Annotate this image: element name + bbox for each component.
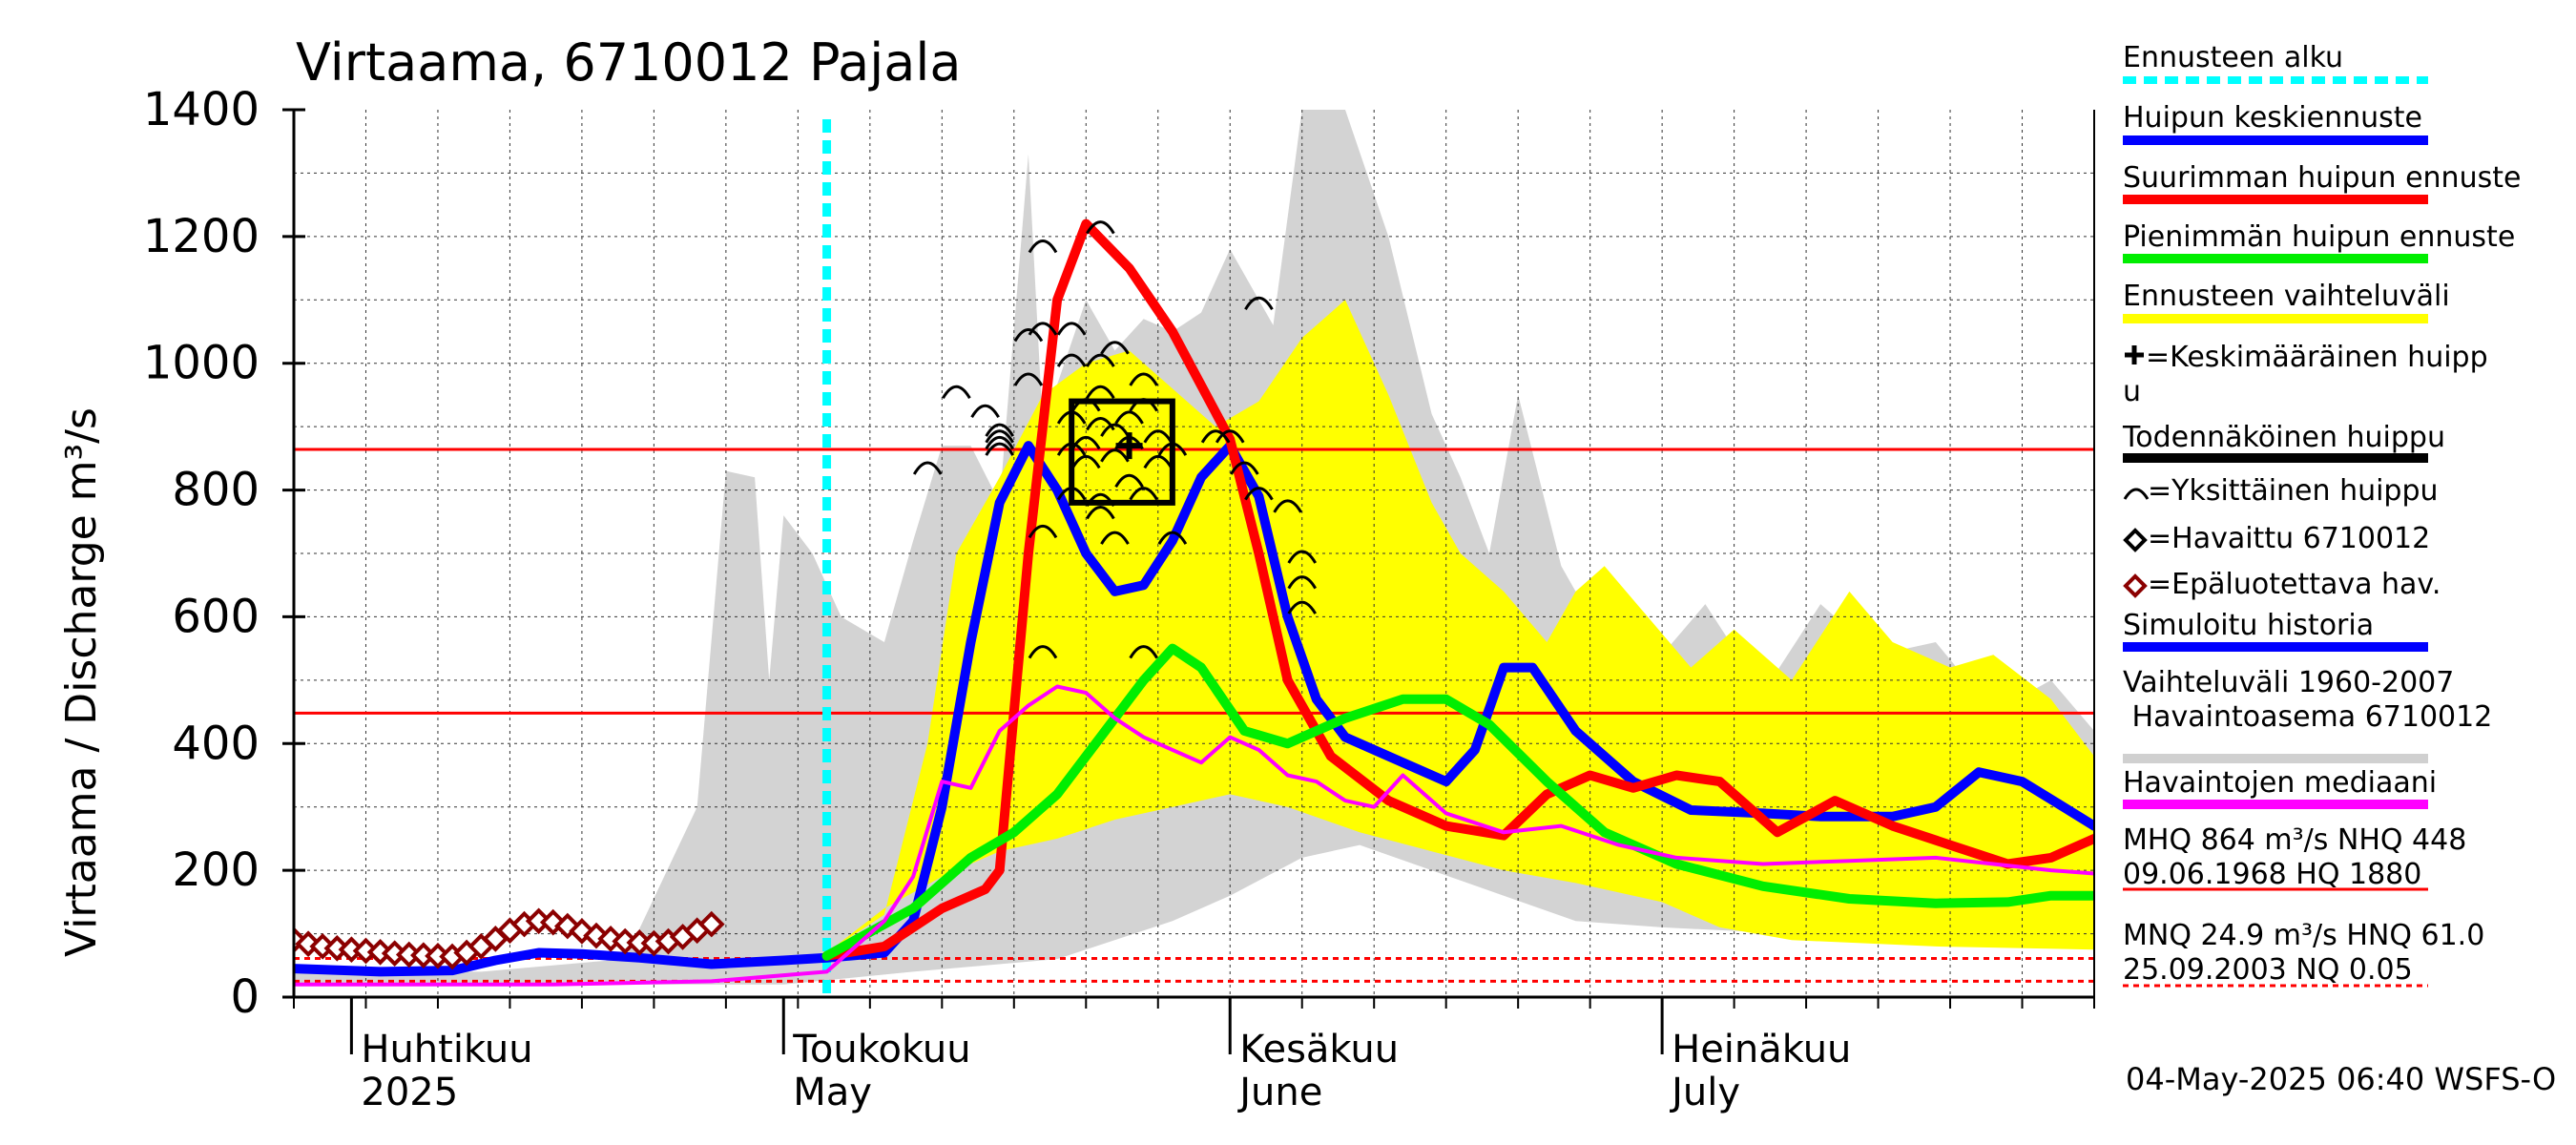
y-axis-label: Virtaama / Discharge m³/s [57,407,106,957]
individual-peak-mark [1129,487,1158,501]
month-label-en: June [1236,1071,1322,1114]
individual-peak-mark [1200,429,1231,444]
probable-peak-box [1069,398,1175,506]
y-tick-label: 1400 [143,83,260,136]
individual-peak-mark [1086,385,1115,400]
individual-peak-mark [1215,429,1245,444]
individual-peak-mark [1287,600,1318,614]
month-label-fi: Kesäkuu [1239,1028,1399,1072]
individual-peak-mark [1056,322,1087,336]
individual-peak-mark [1157,531,1188,545]
individual-peak-mark [1086,506,1115,520]
y-tick-label: 400 [172,717,260,770]
legend-label: Vaihteluväli 1960-2007 [2123,666,2454,699]
individual-peak-mark [1230,461,1259,475]
forecast-range-band [826,300,2094,953]
y-tick-label: 800 [172,464,260,517]
individual-peak-mark [1143,454,1174,469]
legend-label: Suurimman huipun ennuste [2123,161,2521,195]
legend-label-line2: 09.06.1968 HQ 1880 [2123,858,2421,891]
y-tick-label: 600 [172,590,260,643]
legend-label-line2: Havaintoasema 6710012 [2123,700,2492,734]
individual-peak-mark [1086,353,1115,367]
legend-diamond-icon [2123,528,2148,552]
legend-label-line2: u [2123,375,2141,408]
individual-peak-mark [912,461,943,475]
individual-peak-mark [1028,645,1058,659]
legend-label: Simuloitu historia [2123,609,2374,642]
legend-label-line2: 25.09.2003 NQ 0.05 [2123,953,2413,987]
individual-peak-mark [985,435,1014,450]
individual-peak-mark [985,429,1014,444]
chart-title: Virtaama, 6710012 Pajala [296,32,961,93]
individual-peak-mark [1129,372,1158,386]
legend: Ennusteen alku Huipun keskiennuste Suurimm… [2122,41,2521,988]
y-tick-label: 200 [172,843,260,897]
individual-peak-mark [1070,435,1101,450]
legend-label: MHQ 864 m³/s NHQ 448 [2123,823,2466,857]
plot-content [294,110,2094,997]
month-label-en: July [1669,1071,1740,1114]
series-line-2 [821,643,2094,961]
individual-peak-mark [1273,499,1302,513]
month-label-en: May [793,1071,872,1114]
legend-arc-icon [2123,488,2150,500]
individual-peak-mark [1070,454,1101,469]
individual-peak-mark [1287,575,1318,590]
series-line-3 [294,684,2094,987]
individual-peak-mark [1100,341,1130,355]
legend-diamond-icon [2123,573,2148,598]
individual-peak-mark [1013,328,1044,343]
legend-plus-icon [2125,345,2144,364]
individual-peak-mark [1287,550,1318,564]
individual-peak-mark [985,442,1014,456]
individual-peak-mark [1114,410,1144,425]
individual-peak-mark [1013,372,1044,386]
legend-label: MNQ 24.9 m³/s HNQ 61.0 [2123,919,2484,952]
series-line-1 [821,219,2094,961]
month-label-en: 2025 [361,1071,458,1114]
individual-peak-mark [970,404,1000,418]
individual-peak-mark [1028,322,1058,336]
legend-label: =Yksittäinen huippu [2148,474,2439,508]
observed-point [697,910,725,938]
series-line-0 [294,441,2094,977]
legend-label: Pienimmän huipun ennuste [2123,220,2515,254]
legend-label: =Havaittu 6710012 [2148,522,2430,555]
month-label-fi: Huhtikuu [361,1028,532,1072]
y-tick-label: 0 [230,970,260,1024]
individual-peak-mark [1100,448,1130,463]
individual-peak-mark [1129,645,1158,659]
average-peak-mark [1115,432,1143,460]
individual-peak-mark [1086,220,1115,235]
individual-peak-mark [1100,531,1130,545]
individual-peak-mark [942,385,971,400]
individual-peak-mark [1028,239,1058,254]
individual-peak-mark [1143,429,1174,444]
individual-peak-mark [1114,473,1144,489]
timestamp-footer: 04-May-2025 06:40 WSFS-O [2126,1061,2556,1097]
legend-label: Havaintojen mediaani [2123,766,2437,800]
month-label-fi: Toukokuu [792,1028,970,1072]
legend-label: Ennusteen vaihteluväli [2123,280,2450,313]
individual-peak-mark [1100,423,1130,437]
plot-area [294,110,2094,997]
individual-peak-mark [1244,487,1274,501]
legend-label: Todennäköinen huippu [2122,421,2445,454]
legend-label: Huipun keskiennuste [2123,101,2422,135]
individual-peak-mark [1028,524,1058,539]
grid [294,110,2094,997]
legend-label: Ennusteen alku [2123,41,2343,74]
individual-peak-mark [1244,296,1274,311]
legend-label: =Epäluotettava hav. [2148,568,2441,601]
legend-label: =Keskimääräinen huipp [2146,341,2488,374]
individual-peak-mark [1056,353,1087,367]
y-tick-label: 1200 [143,210,260,263]
month-label-fi: Heinäkuu [1672,1028,1851,1072]
individual-peak-mark [985,423,1014,437]
y-tick-label: 1000 [143,337,260,390]
